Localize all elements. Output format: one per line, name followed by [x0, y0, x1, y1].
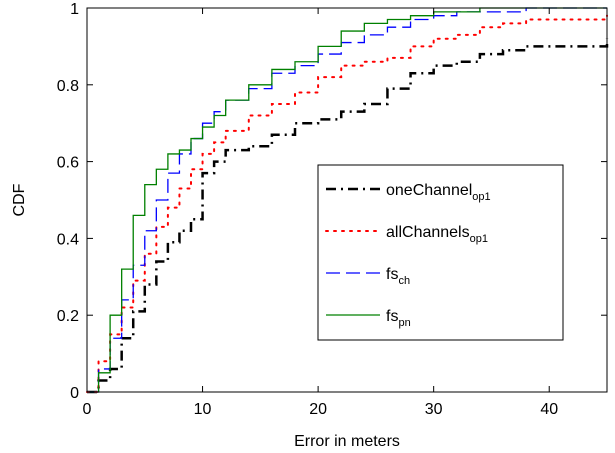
- y-tick-label: 0: [70, 385, 79, 402]
- legend-label: allChannelsop1: [386, 224, 488, 245]
- x-tick-label: 30: [425, 401, 443, 418]
- series-line-allchannels-op1: [86, 14, 608, 393]
- y-tick-label: 0.6: [57, 155, 79, 172]
- y-tick-label: 1: [70, 1, 79, 18]
- series-line-onechannel-op1: [87, 38, 609, 394]
- x-tick-label: 0: [83, 401, 92, 418]
- series-line-fs-pn: [87, 7, 607, 393]
- x-axis-label: Error in meters: [294, 433, 400, 450]
- x-tick-label: 10: [194, 401, 212, 418]
- series-layer: [86, 7, 609, 394]
- legend-box: [317, 164, 564, 341]
- y-axis-label: CDF: [11, 183, 28, 216]
- y-tick-label: 0.8: [57, 78, 79, 95]
- x-tick-label: 20: [309, 401, 327, 418]
- legend-label: fspn: [386, 308, 411, 329]
- plot-frame: [86, 7, 608, 393]
- legend-label: oneChannelop1: [386, 182, 491, 203]
- legend-label: fsch: [386, 266, 410, 287]
- legend: oneChannelop1 allChannelsop1 fsch fspn: [317, 164, 564, 341]
- y-tick-label: 0.4: [57, 231, 79, 248]
- y-tick-label: 0.2: [57, 308, 79, 325]
- x-tick-label: 40: [540, 401, 558, 418]
- ticks-layer: 0 10 20 30 40 0 0.2 0.4 0.6 0.8 1: [57, 1, 607, 418]
